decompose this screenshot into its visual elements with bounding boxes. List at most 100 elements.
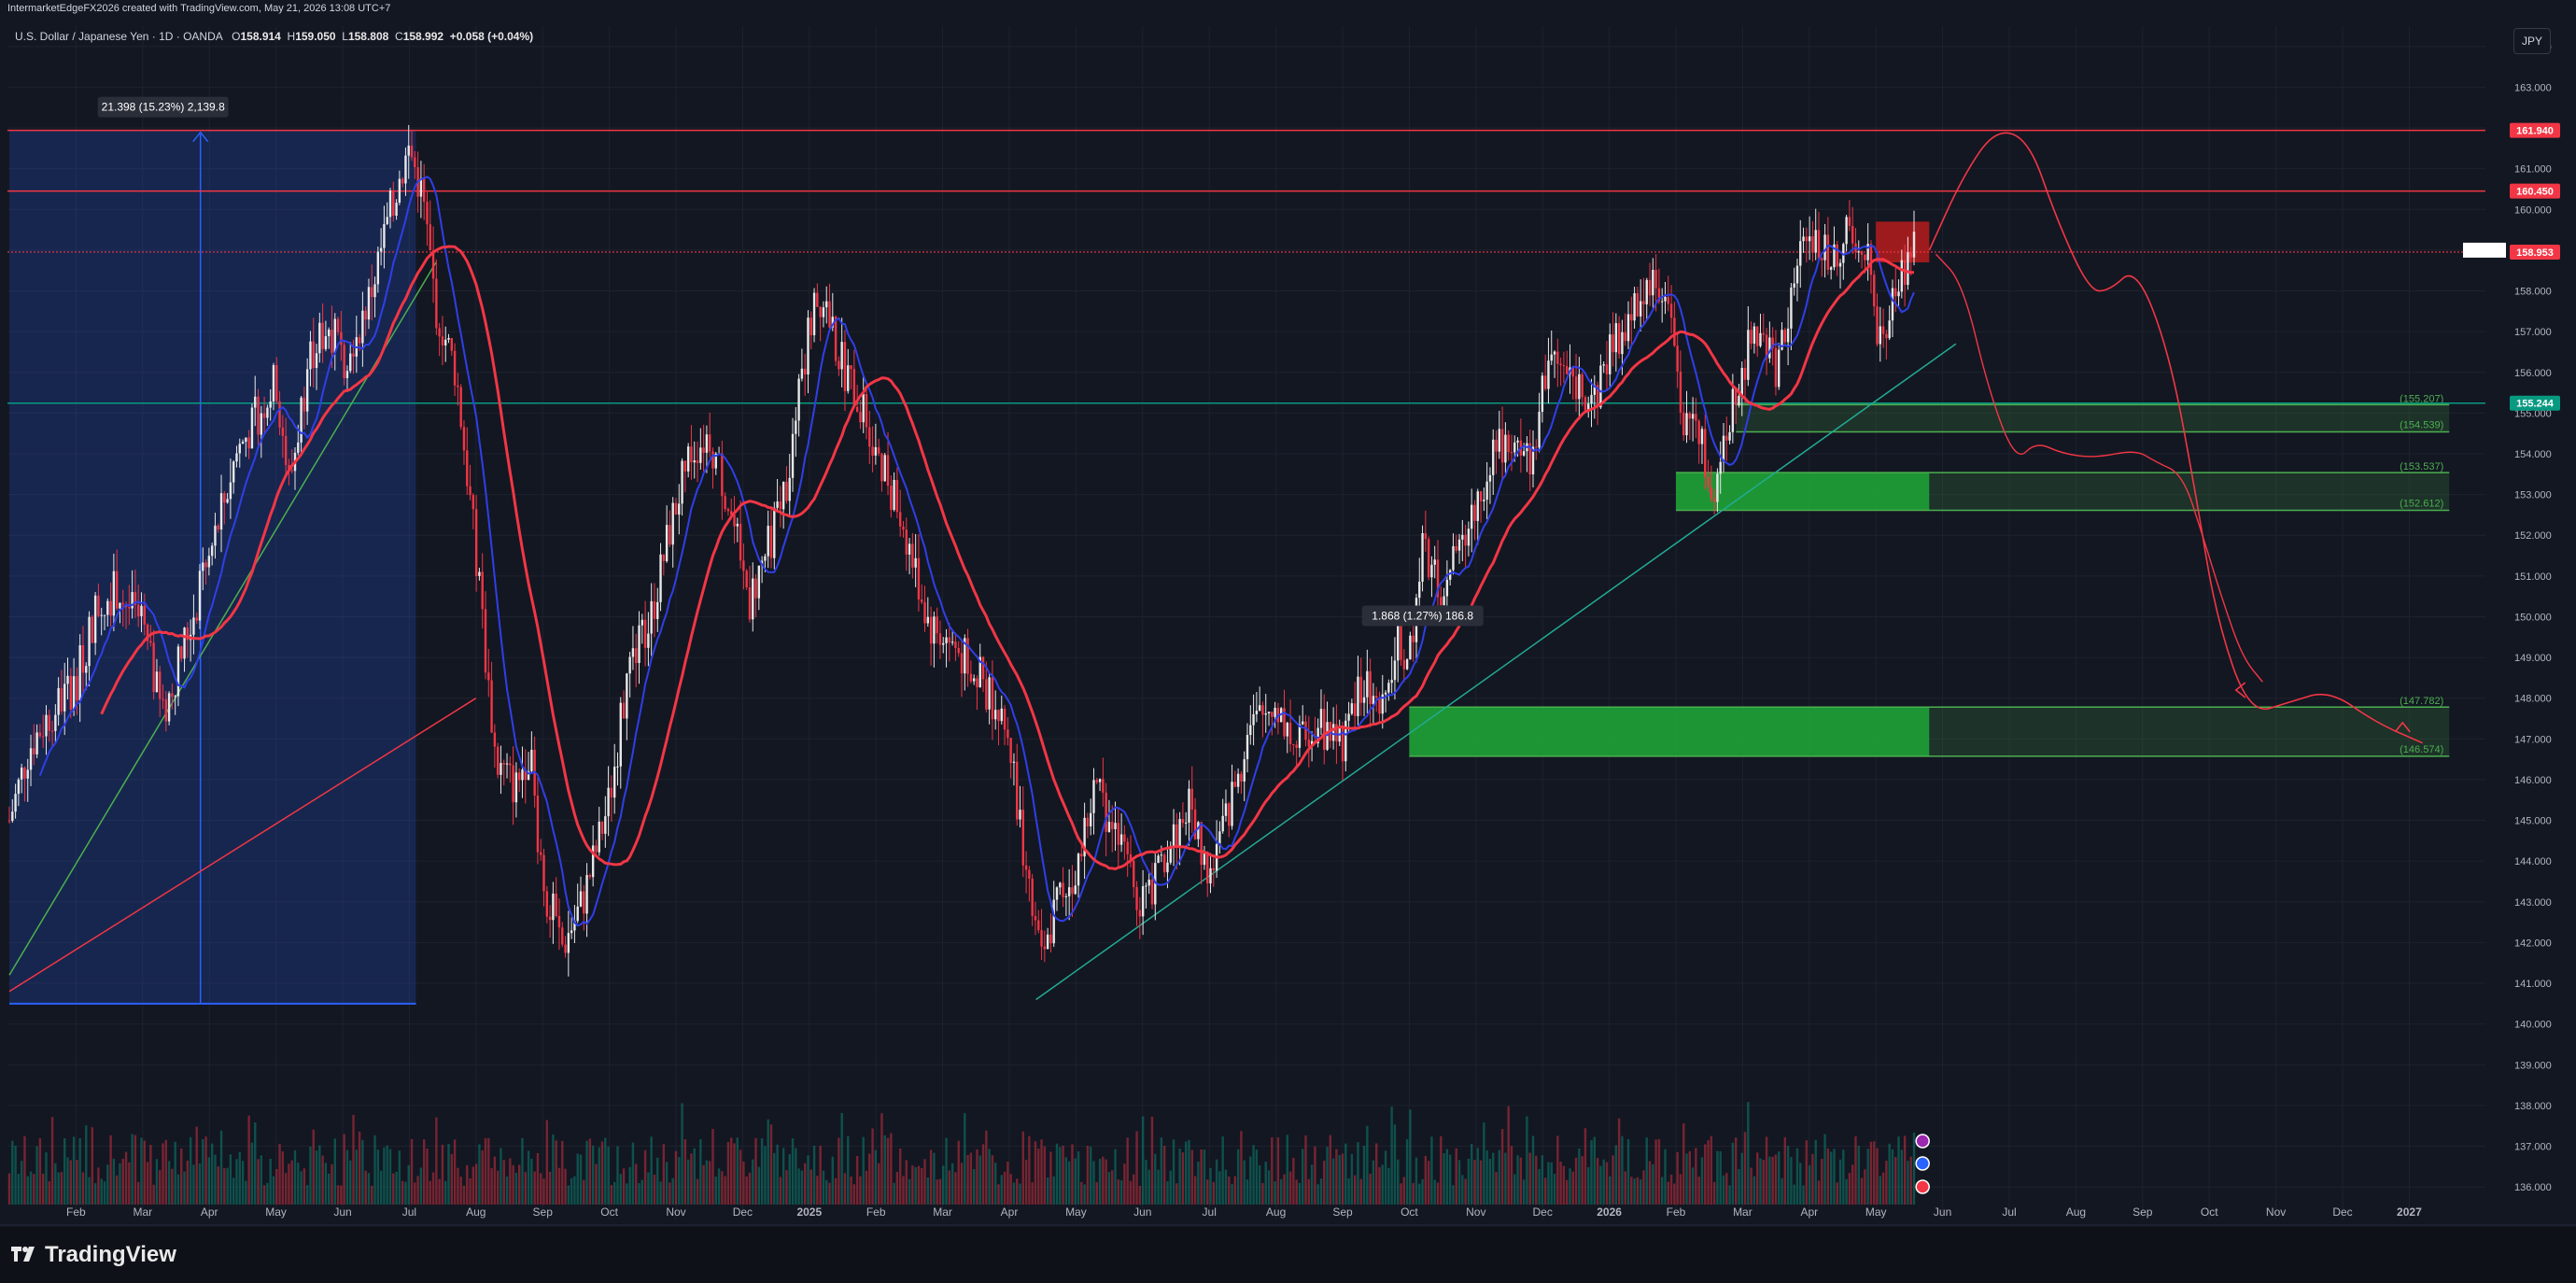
candle-body	[647, 633, 650, 648]
volume-bar	[186, 1160, 190, 1205]
volume-bar	[1691, 1167, 1695, 1205]
volume-bar	[66, 1157, 69, 1205]
candle-body	[1860, 251, 1864, 255]
volume-bar	[1873, 1141, 1876, 1205]
volume-bar	[1197, 1162, 1200, 1205]
volume-bar	[1719, 1150, 1722, 1205]
volume-bar	[1866, 1149, 1869, 1205]
volume-bar	[1086, 1146, 1090, 1205]
volume-bar	[972, 1168, 976, 1205]
candle-body	[1691, 414, 1695, 419]
candle-body	[505, 763, 509, 765]
close-label: C	[395, 30, 403, 43]
volume-bar	[1645, 1137, 1648, 1205]
candle-body	[1648, 279, 1652, 296]
volume-bar	[333, 1138, 336, 1205]
volume-bar	[45, 1152, 48, 1205]
volume-bar	[1891, 1149, 1894, 1205]
volume-bar	[1817, 1180, 1821, 1205]
volume-bar	[933, 1152, 936, 1205]
candle-body	[779, 501, 782, 510]
candle-body	[1848, 217, 1851, 226]
volume-bar	[1571, 1171, 1574, 1205]
candle-body	[1378, 698, 1381, 714]
candle-body	[548, 916, 552, 921]
grid-lines	[7, 26, 2485, 1220]
candle-body	[1012, 761, 1016, 763]
candle-body	[693, 460, 696, 463]
candle-body	[1169, 845, 1172, 863]
candle-body	[1390, 680, 1393, 684]
candle-body	[1492, 439, 1495, 475]
volume-bar	[275, 1168, 278, 1205]
candle-body	[35, 732, 38, 754]
volume-bar	[54, 1163, 57, 1205]
candle-body	[1424, 533, 1428, 540]
candle-body	[643, 619, 647, 648]
candle-body	[1457, 539, 1461, 551]
candle-body	[1695, 414, 1697, 421]
candle-body	[1212, 867, 1216, 871]
candle-body	[48, 714, 50, 731]
volume-bar	[1421, 1178, 1424, 1205]
tradingview-brand[interactable]: TradingView	[11, 1242, 176, 1268]
volume-bar	[1338, 1154, 1341, 1205]
candle-body	[180, 646, 183, 659]
volume-bar	[1802, 1185, 1805, 1205]
candle-body	[1374, 696, 1378, 698]
candle-body	[1393, 660, 1397, 681]
volume-bar	[610, 1185, 613, 1205]
volume-bar	[855, 1156, 859, 1205]
candle-body	[386, 217, 388, 224]
volume-bar	[419, 1167, 423, 1205]
volume-bar	[312, 1129, 315, 1205]
candle-body	[1479, 491, 1483, 501]
volume-bar	[1114, 1149, 1117, 1205]
volume-bar	[217, 1166, 219, 1205]
volume-bar	[600, 1141, 604, 1205]
footer-bar: TradingView	[0, 1227, 2576, 1283]
volume-bar	[809, 1169, 812, 1205]
volume-bar	[742, 1161, 745, 1205]
candle-body	[128, 607, 131, 609]
volume-bar	[1461, 1175, 1464, 1205]
volume-bar	[303, 1168, 306, 1205]
candle-body	[509, 763, 512, 766]
volume-bar	[1000, 1175, 1003, 1205]
volume-bar	[1123, 1163, 1126, 1205]
candle-body	[923, 601, 926, 624]
volume-bar	[1055, 1143, 1059, 1205]
time-axis-tick: Oct	[2201, 1205, 2218, 1219]
volume-bar	[886, 1137, 890, 1205]
volume-bar	[1443, 1153, 1445, 1205]
candle-body	[921, 599, 923, 602]
time-axis-tick: Apr	[1800, 1205, 1818, 1219]
candle-body	[742, 560, 745, 571]
volume-bar	[1559, 1161, 1562, 1205]
candle-body	[60, 687, 63, 712]
candle-body	[278, 401, 281, 428]
candle-body	[540, 852, 542, 855]
candle-body	[659, 554, 662, 602]
candle-body	[1876, 306, 1879, 345]
currency-button[interactable]: JPY	[2513, 28, 2551, 54]
volume-bar	[149, 1145, 152, 1205]
candle-body	[619, 702, 622, 767]
candle-body	[1617, 323, 1621, 355]
candle-body	[1436, 559, 1440, 598]
candle-body	[1504, 434, 1507, 463]
volume-bar	[548, 1171, 552, 1205]
demand-zone-solid	[1409, 707, 1930, 756]
volume-bar	[1098, 1159, 1102, 1205]
volume-bar	[1009, 1174, 1012, 1205]
candle-body	[966, 638, 969, 674]
volume-bar	[91, 1127, 94, 1205]
symbol-legend[interactable]: U.S. Dollar / Japanese Yen · 1D · OANDA …	[15, 30, 533, 43]
volume-bar	[17, 1174, 21, 1205]
volume-bar	[1374, 1143, 1378, 1205]
volume-bar	[1184, 1141, 1188, 1205]
candle-body	[1062, 882, 1064, 897]
volume-bar	[960, 1163, 964, 1205]
